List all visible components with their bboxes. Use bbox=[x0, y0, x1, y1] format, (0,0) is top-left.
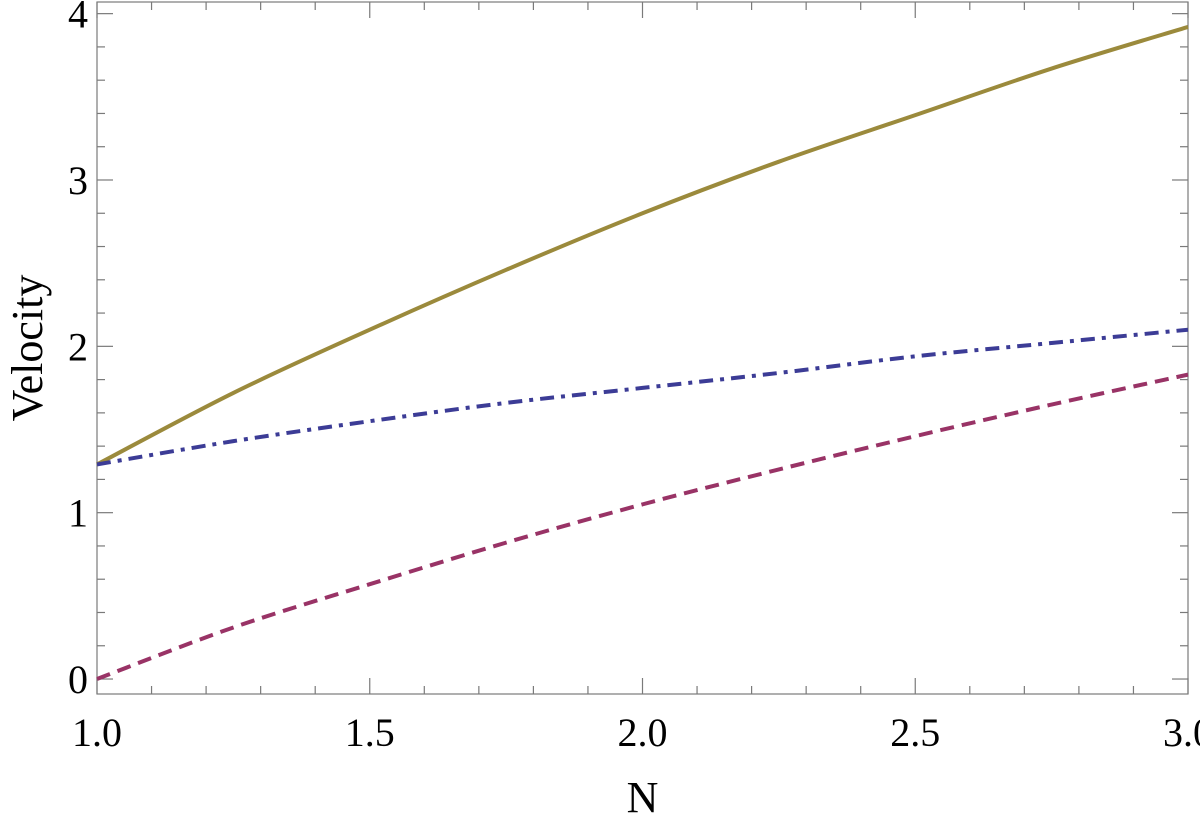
series-layer bbox=[96, 25, 1189, 681]
x-tick-label: 1.5 bbox=[345, 710, 395, 755]
x-tick-label: 2.0 bbox=[618, 710, 668, 755]
y-tick-label: 0 bbox=[68, 657, 88, 702]
series-line-1 bbox=[96, 25, 1189, 467]
axis-ticks bbox=[96, 2, 1189, 694]
series-line-3 bbox=[96, 372, 1189, 681]
x-axis-title: N bbox=[627, 773, 659, 822]
y-tick-label: 2 bbox=[68, 324, 88, 369]
x-tick-label: 3.0 bbox=[1163, 710, 1200, 755]
y-tick-label: 3 bbox=[68, 158, 88, 203]
x-tick-label: 1.0 bbox=[72, 710, 122, 755]
y-axis-title: Velocity bbox=[3, 275, 52, 422]
x-tick-label: 2.5 bbox=[890, 710, 940, 755]
tick-labels: 1.0 1.5 2.0 2.5 3.0 0 1 2 3 4 bbox=[68, 0, 1200, 755]
plot-frame bbox=[96, 1, 1189, 695]
series-line-2 bbox=[96, 327, 1189, 467]
y-tick-label: 4 bbox=[68, 0, 88, 37]
y-tick-label: 1 bbox=[68, 491, 88, 536]
